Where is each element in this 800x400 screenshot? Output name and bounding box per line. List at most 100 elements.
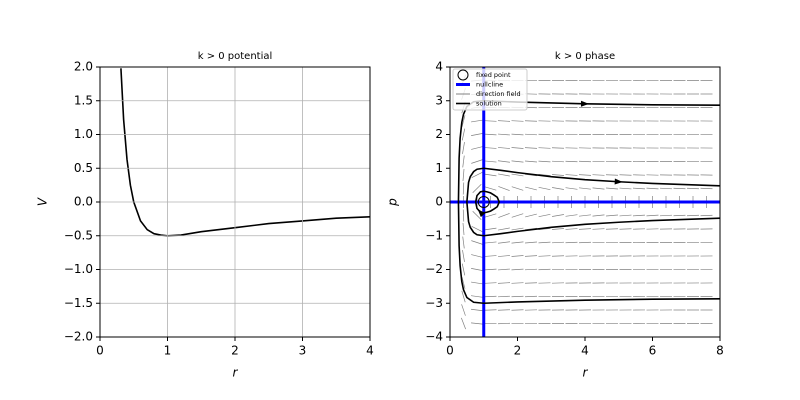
direction-dash	[462, 222, 465, 236]
direction-dash	[462, 155, 465, 168]
direction-dash	[461, 317, 466, 330]
direction-dash	[471, 308, 483, 312]
x-tick-label: 4	[581, 344, 589, 358]
direction-dash	[538, 147, 551, 149]
direction-dash	[511, 160, 524, 163]
direction-dash	[471, 281, 483, 285]
direction-dash	[461, 290, 466, 303]
direction-dash	[511, 282, 524, 284]
direction-dash	[565, 160, 578, 163]
axes-frame	[449, 66, 721, 338]
direction-dash	[524, 255, 538, 257]
direction-dash	[498, 186, 510, 191]
legend-label: fixed point	[476, 71, 511, 79]
direction-dash	[511, 227, 524, 231]
solution	[466, 167, 720, 237]
direction-dash	[462, 182, 465, 195]
y-tick-label: 1	[435, 161, 443, 175]
direction-dash	[461, 115, 466, 127]
direction-dash	[592, 214, 605, 217]
direction-dash	[538, 255, 551, 257]
legend-label: solution	[476, 100, 502, 108]
x-tick-label: 2	[514, 344, 522, 358]
x-tick-label: 2	[231, 344, 239, 358]
direction-dash	[673, 214, 686, 217]
direction-dash	[632, 187, 646, 190]
direction-dash	[551, 147, 565, 149]
direction-dash	[511, 120, 524, 122]
direction-dash	[565, 214, 578, 217]
direction-dash	[538, 228, 551, 230]
direction-dash	[551, 174, 565, 176]
y-tick-label: 1.5	[74, 93, 93, 107]
direction-dash	[511, 186, 524, 191]
line	[120, 68, 370, 237]
chart-title: k > 0 potential	[198, 51, 273, 62]
direction-dash	[673, 187, 686, 190]
direction-dash	[524, 241, 538, 244]
direction-dash	[605, 187, 619, 190]
direction-dash	[511, 268, 524, 271]
direction-dash	[619, 214, 632, 217]
direction-dash	[646, 214, 659, 217]
y-tick-label: 1.0	[74, 127, 93, 141]
direction-dash	[592, 174, 605, 176]
y-tick-label: 0	[435, 195, 443, 209]
direction-dash	[471, 133, 483, 136]
direction-dash	[497, 133, 511, 136]
direction-dash	[471, 295, 483, 298]
x-axis-label: r	[583, 366, 589, 380]
direction-dash	[472, 184, 482, 193]
y-tick-label: −2	[425, 262, 443, 276]
direction-dash	[579, 214, 591, 217]
direction-dash	[524, 133, 538, 136]
direction-dash	[525, 213, 537, 218]
direction-dash	[497, 255, 511, 257]
direction-dash	[511, 173, 524, 177]
y-tick-label: 2.0	[74, 60, 93, 74]
x-tick-label: 3	[299, 344, 307, 358]
direction-dash	[659, 187, 673, 190]
x-axis-label: r	[233, 366, 239, 380]
direction-dash	[498, 241, 510, 244]
direction-dash	[471, 119, 483, 123]
y-tick-label: −3	[425, 296, 443, 310]
x-tick-label: 0	[446, 344, 454, 358]
y-tick-label: −1.5	[64, 296, 93, 310]
direction-dash	[470, 322, 484, 325]
direction-dash	[497, 295, 511, 298]
direction-dash	[471, 226, 483, 232]
direction-dash	[498, 173, 510, 177]
direction-dash	[461, 304, 466, 316]
y-tick-label: −4	[425, 330, 443, 344]
direction-dash	[551, 241, 565, 244]
y-tick-label: −1	[425, 228, 443, 242]
direction-dash	[484, 186, 497, 191]
direction-dash	[484, 268, 497, 271]
legend-label: nullcline	[476, 81, 503, 89]
plot-area	[120, 68, 370, 237]
fixed-point	[477, 196, 490, 208]
x-tick-label: 1	[164, 344, 172, 358]
direction-dash	[551, 228, 565, 230]
y-axis-label: V	[36, 197, 50, 206]
y-tick-label: 3	[435, 93, 443, 107]
direction-dash	[462, 250, 465, 262]
direction-dash	[471, 240, 483, 245]
direction-dash	[498, 213, 510, 218]
direction-dash	[497, 268, 511, 271]
direction-dash	[462, 142, 465, 154]
direction-dash	[605, 228, 619, 230]
direction-dash	[524, 282, 538, 284]
axes: 0 1 2 3 4 −2.0 −1.5 −1.0 −0.5 0.0 0.5 1.0 1.5 2.0 k > …	[36, 51, 374, 380]
y-tick-label: −1.0	[64, 262, 93, 276]
direction-dash	[632, 214, 646, 217]
direction-dash	[497, 282, 511, 284]
chart-title: k > 0 phase	[555, 51, 615, 62]
direction-dash	[551, 160, 565, 163]
y-tick-label: 0.5	[74, 161, 93, 175]
direction-dash	[592, 187, 605, 190]
y-tick-label: 2	[435, 127, 443, 141]
